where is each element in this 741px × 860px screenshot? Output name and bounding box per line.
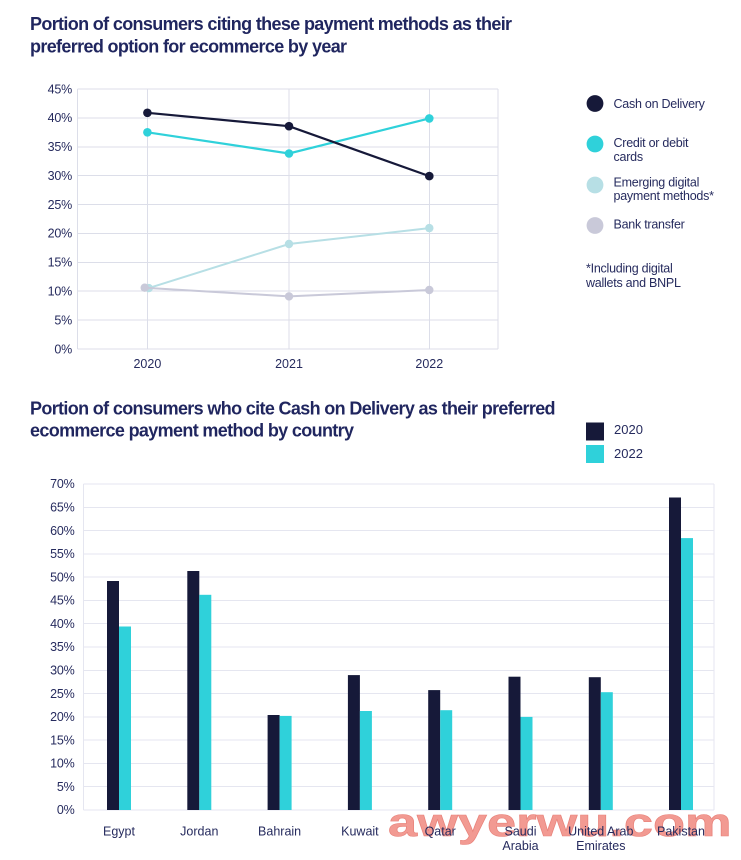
svg-text:15%: 15% xyxy=(48,256,73,270)
svg-text:wallets and BNPL: wallets and BNPL xyxy=(585,276,681,290)
svg-text:2022: 2022 xyxy=(614,446,643,461)
svg-text:15%: 15% xyxy=(50,733,75,747)
svg-text:40%: 40% xyxy=(48,111,73,125)
svg-text:payment methods*: payment methods* xyxy=(614,189,715,203)
svg-text:2022: 2022 xyxy=(415,357,443,371)
svg-text:2020: 2020 xyxy=(614,422,643,437)
svg-text:30%: 30% xyxy=(50,664,75,678)
svg-text:35%: 35% xyxy=(48,140,73,154)
svg-text:5%: 5% xyxy=(57,780,75,794)
svg-text:*Including digital: *Including digital xyxy=(586,261,673,275)
svg-text:Egypt: Egypt xyxy=(103,825,135,839)
svg-text:ecommerce payment method by co: ecommerce payment method by country xyxy=(30,421,354,441)
svg-text:40%: 40% xyxy=(50,617,75,631)
svg-text:0%: 0% xyxy=(57,803,75,817)
svg-text:20%: 20% xyxy=(50,710,75,724)
svg-text:Pakistan: Pakistan xyxy=(657,825,705,839)
svg-text:Bahrain: Bahrain xyxy=(258,825,301,839)
svg-text:70%: 70% xyxy=(50,477,75,491)
svg-text:25%: 25% xyxy=(50,687,75,701)
svg-text:United Arab: United Arab xyxy=(568,825,633,839)
svg-text:10%: 10% xyxy=(50,757,75,771)
svg-text:awyerwu.com: awyerwu.com xyxy=(388,800,732,845)
svg-text:Kuwait: Kuwait xyxy=(341,825,379,839)
svg-text:Jordan: Jordan xyxy=(180,825,218,839)
svg-text:10%: 10% xyxy=(48,285,73,299)
svg-text:30%: 30% xyxy=(48,169,73,183)
svg-text:Portion of consumers citing th: Portion of consumers citing these paymen… xyxy=(30,14,512,34)
svg-text:Saudi: Saudi xyxy=(505,825,537,839)
svg-text:55%: 55% xyxy=(50,547,75,561)
svg-text:Portion of consumers who cite: Portion of consumers who cite Cash on De… xyxy=(30,399,555,419)
svg-text:5%: 5% xyxy=(54,313,72,327)
svg-text:2020: 2020 xyxy=(133,357,161,371)
svg-text:preferred option for ecommerce: preferred option for ecommerce by year xyxy=(30,37,347,57)
svg-text:50%: 50% xyxy=(50,570,75,584)
svg-text:65%: 65% xyxy=(50,501,75,515)
svg-text:35%: 35% xyxy=(50,640,75,654)
svg-text:2021: 2021 xyxy=(275,357,303,371)
svg-text:Bank transfer: Bank transfer xyxy=(614,217,685,231)
svg-text:Emirates: Emirates xyxy=(576,839,625,853)
svg-text:Arabia: Arabia xyxy=(502,839,538,853)
svg-text:45%: 45% xyxy=(48,82,73,96)
svg-text:0%: 0% xyxy=(54,342,72,356)
svg-text:45%: 45% xyxy=(50,594,75,608)
svg-text:25%: 25% xyxy=(48,198,73,212)
svg-text:Qatar: Qatar xyxy=(425,825,456,839)
svg-text:Emerging digital: Emerging digital xyxy=(614,175,700,189)
svg-text:20%: 20% xyxy=(48,227,73,241)
svg-text:60%: 60% xyxy=(50,524,75,538)
svg-text:Credit or debit: Credit or debit xyxy=(614,136,690,150)
svg-text:cards: cards xyxy=(614,150,643,164)
svg-text:Cash on Delivery: Cash on Delivery xyxy=(614,97,706,111)
